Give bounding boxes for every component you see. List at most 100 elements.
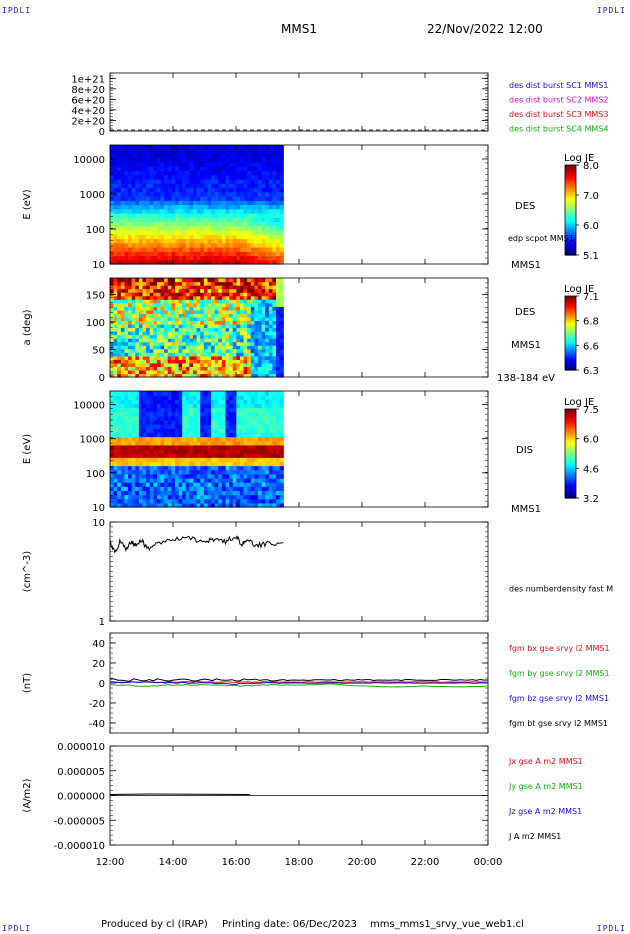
heatmap-cell (149, 465, 154, 471)
heatmap-cell (279, 153, 284, 159)
heatmap-cell (153, 494, 158, 500)
heatmap-cell (196, 373, 201, 378)
heatmap-cell (120, 490, 126, 496)
heatmap-cell (182, 415, 187, 421)
heatmap-cell (131, 469, 136, 475)
heatmap-cell (135, 278, 140, 283)
heatmap-cell (276, 399, 281, 405)
colorbar-cell (565, 210, 576, 213)
heatmap-cell (156, 465, 162, 471)
heatmap-cell (265, 251, 270, 257)
heatmap-cell (200, 473, 205, 479)
heatmap-cell (131, 299, 136, 304)
heatmap-cell (120, 187, 126, 193)
heatmap-cell (276, 179, 281, 184)
heatmap-cell (149, 320, 154, 325)
heatmap-cell (257, 369, 263, 375)
heatmap-cell (131, 281, 136, 286)
heatmap-cell (160, 251, 165, 257)
heatmap-cell (218, 183, 223, 189)
heatmap-cell (149, 359, 154, 364)
heatmap-cell (211, 494, 216, 500)
heatmap-cell (250, 179, 255, 184)
heatmap-cell (149, 225, 154, 231)
heatmap-cell (156, 149, 162, 155)
heatmap-cell (153, 407, 158, 413)
heatmap-cell (135, 482, 140, 487)
heatmap-cell (156, 313, 162, 318)
heatmap-cell (225, 428, 230, 434)
heatmap-cell (232, 316, 237, 322)
heatmap-cell (113, 288, 118, 293)
heatmap-cell (279, 281, 284, 286)
heatmap-cell (185, 162, 191, 167)
heatmap-cell (182, 320, 187, 325)
heatmap-cell (272, 444, 277, 450)
heatmap-cell (124, 174, 129, 180)
heatmap-cell (174, 369, 180, 375)
heatmap-cell (128, 299, 133, 304)
heatmap-cell (225, 170, 230, 176)
heatmap-cell (207, 395, 212, 400)
heatmap-cell (128, 191, 133, 197)
heatmap-cell (232, 391, 237, 396)
heatmap-cell (131, 355, 136, 360)
heatmap-cell (200, 174, 205, 180)
heatmap-cell (193, 174, 198, 180)
heatmap-cell (250, 355, 255, 360)
heatmap-cell (196, 449, 201, 454)
heatmap-cell (221, 183, 227, 189)
heatmap-cell (232, 153, 237, 159)
heatmap-cell (279, 251, 284, 257)
heatmap-cell (138, 208, 144, 214)
heatmap-cell (196, 415, 201, 421)
y-tick-label: 10 (92, 260, 105, 271)
heatmap-cell (193, 288, 198, 293)
heatmap-cell (232, 453, 237, 458)
heatmap-cell (211, 149, 216, 155)
heatmap-cell (214, 208, 219, 214)
heatmap-cell (153, 473, 158, 479)
heatmap-cell (272, 238, 277, 244)
heatmap-cell (156, 295, 162, 300)
heatmap-cell (113, 217, 118, 223)
heatmap-cell (128, 255, 133, 261)
heatmap-cell (254, 299, 259, 304)
heatmap-cell (247, 213, 252, 218)
heatmap-cell (138, 225, 144, 231)
heatmap-cell (211, 302, 216, 307)
heatmap-cell (218, 478, 223, 483)
heatmap-cell (156, 373, 162, 378)
heatmap-cell (164, 299, 169, 304)
heatmap-cell (160, 473, 165, 479)
heatmap-cell (110, 230, 115, 235)
heatmap-cell (196, 359, 201, 364)
heatmap-cell (243, 153, 248, 159)
heatmap-cell (211, 242, 216, 248)
heatmap-cell (272, 306, 277, 311)
heatmap-cell (128, 234, 133, 240)
heatmap-cell (200, 502, 205, 508)
heatmap-cell (189, 166, 194, 172)
heatmap-cell (174, 373, 180, 378)
heatmap-cell (185, 200, 191, 206)
heatmap-cell (120, 391, 126, 396)
heatmap-cell (261, 174, 266, 180)
heatmap-cell (178, 327, 183, 332)
y-tick-label: 0.000010 (57, 742, 105, 753)
heatmap-cell (276, 341, 281, 346)
heatmap-cell (243, 299, 248, 304)
heatmap-cell (257, 191, 263, 197)
heatmap-cell (164, 338, 169, 343)
heatmap-cell (243, 366, 248, 371)
heatmap-cell (221, 242, 227, 248)
heatmap-cell (113, 183, 118, 189)
heatmap-cell (138, 323, 144, 329)
heatmap-cell (254, 187, 259, 193)
y-tick-label: -20 (89, 699, 105, 710)
heatmap-cell (207, 295, 212, 300)
heatmap-cell (200, 415, 205, 421)
heatmap-cell (174, 149, 180, 155)
heatmap-cell (232, 225, 237, 231)
heatmap-cell (142, 424, 147, 429)
